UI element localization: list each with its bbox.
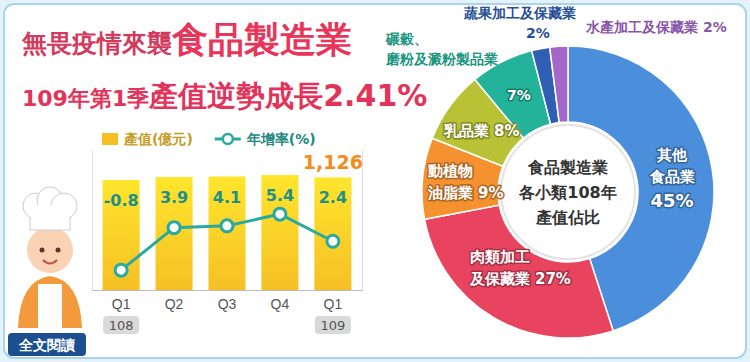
line-data-label: 2.4: [319, 188, 347, 207]
chef-face: [27, 227, 73, 273]
line-marker: [274, 208, 286, 220]
donut-center: [501, 125, 635, 259]
slice-value-label: 9%: [478, 184, 503, 202]
line-data-label: 3.9: [160, 188, 188, 207]
line-data-label: 4.1: [213, 188, 241, 207]
slice-value-label: 7%: [507, 87, 531, 103]
donut-labels: 其他食品業 45% 肉類加工及保藏業 27% 動植物油脂業 9% 乳品業 8% 碾穀、磨粉及澱粉…: [385, 5, 727, 288]
x-axis: Q1 Q2 Q3 Q4 Q1: [93, 290, 363, 312]
line-marker: [168, 222, 180, 234]
chef-hat-cover: [31, 205, 69, 223]
title: 無畏疫情來襲食品製造業: [21, 19, 352, 60]
read-more-bg[interactable]: [8, 333, 86, 356]
line-marker: [115, 264, 127, 276]
x-tick-label: Q2: [165, 296, 184, 312]
legend-entry: 產值(億元): [102, 131, 193, 147]
year-label: 109: [320, 318, 345, 333]
legend-label: 年增率(%): [246, 131, 316, 147]
x-tick: Q4: [271, 290, 290, 312]
x-tick: Q3: [218, 290, 237, 312]
bar: [261, 175, 298, 290]
line-marker: [327, 235, 339, 247]
chef-body: [18, 276, 82, 328]
chef-illustration: [18, 187, 82, 328]
x-tick-label: Q1: [112, 296, 131, 312]
bar: [156, 177, 193, 290]
background: [0, 0, 750, 362]
slice-value-label: 8%: [494, 122, 519, 140]
chef-apron: [38, 284, 62, 328]
x-axis-line: [93, 290, 363, 291]
slice-label: 動植物油脂業: [427, 162, 473, 202]
slice-label: 碾穀、磨粉及澱粉製品業: [385, 31, 498, 67]
x-tick: Q1: [112, 290, 131, 312]
line-data-label: 5.4: [266, 186, 294, 205]
slice-value-label: 45%: [650, 190, 693, 211]
donut-title: 食品製造業各小類108年產值佔比: [518, 158, 616, 227]
x-tick: Q2: [165, 290, 184, 312]
slice-label: 肉類加工及保藏業: [469, 248, 530, 288]
plot-marks: [103, 175, 352, 290]
read-more-button[interactable]: 全文閱讀: [8, 333, 86, 356]
legend-entry: 年增率(%): [215, 131, 316, 147]
year-box: [315, 316, 351, 334]
legend-swatch: [102, 133, 118, 145]
title-part: 食品製造業: [171, 19, 352, 60]
x-tick-label: Q4: [271, 296, 290, 312]
slice-label: 乳品業: [443, 122, 489, 140]
x-tick: Q1: [324, 290, 343, 312]
donut-slice: [550, 46, 568, 123]
x-tick-label: Q3: [218, 296, 237, 312]
legend-marker: [223, 134, 233, 144]
chef-eye: [40, 248, 45, 253]
chef-mouth: [43, 260, 57, 264]
slice-label: 蔬果加工及保藏業: [463, 5, 576, 21]
y-axis: [92, 151, 93, 291]
bar-value-label: 1,126: [303, 151, 363, 173]
title-part: 無畏疫情來襲: [21, 29, 172, 58]
subtitle-part: 2.41%: [323, 78, 427, 113]
bar: [103, 180, 140, 290]
legend-label: 產值(億元): [123, 131, 193, 147]
donut: 食品製造業各小類108年產值佔比: [422, 46, 714, 338]
slice-value-label: 27%: [535, 270, 571, 288]
card: [4, 4, 746, 358]
line-marker: [221, 220, 233, 232]
subtitle-part: 產值逆勢成長: [148, 79, 323, 113]
slice-value-label: 2%: [526, 25, 550, 41]
chef-eye: [56, 248, 61, 253]
plot-labels: 1,126 -0.8 3.9 4.1 5.4 2.4: [104, 151, 363, 210]
line-data-label: -0.8: [104, 191, 139, 210]
slice-value-label: 2%: [703, 19, 727, 35]
x-tick-label: Q1: [324, 296, 343, 312]
subtitle-part: 109年第1季: [22, 86, 149, 111]
y-axis-line: [92, 151, 93, 291]
year-label: 108: [109, 318, 134, 333]
subtitle: 109年第1季產值逆勢成長2.41%: [22, 78, 427, 113]
year-box: [103, 316, 139, 334]
bar: [208, 177, 245, 291]
slice-label: 水產加工及保藏業: [585, 19, 698, 35]
line: [121, 214, 333, 270]
slice-label: 其他食品業: [649, 146, 695, 186]
read-more-label[interactable]: 全文閱讀: [18, 337, 76, 353]
